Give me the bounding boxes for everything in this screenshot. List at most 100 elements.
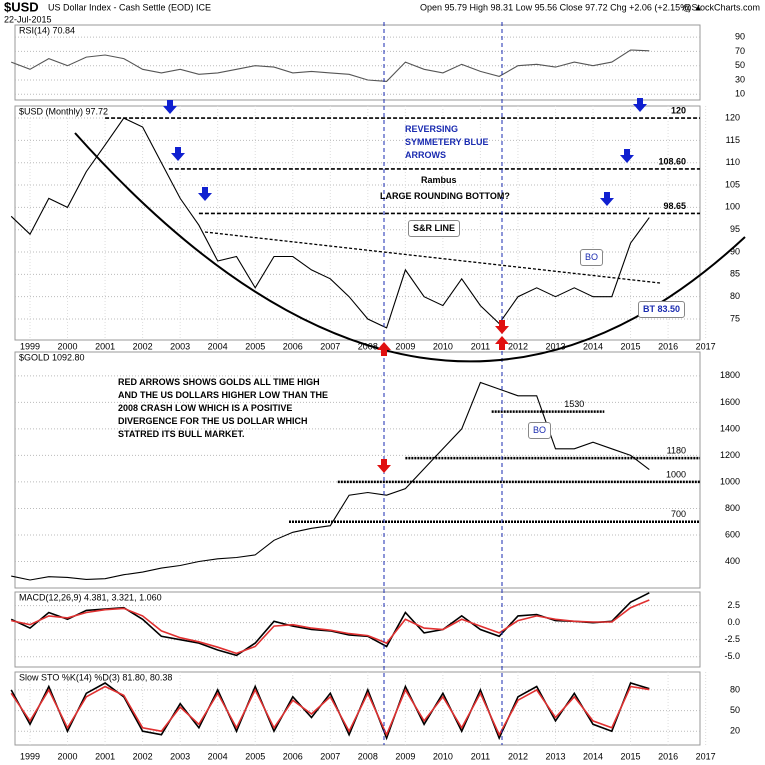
y-tick-label: 120 xyxy=(725,112,740,122)
y-tick-label: 95 xyxy=(730,224,740,234)
annotation: BO xyxy=(580,249,604,266)
y-tick-label: 90 xyxy=(735,32,745,42)
x-tick-label: 2009 xyxy=(395,751,415,761)
x-tick-label: 2006 xyxy=(283,341,303,351)
annotation: S&R LINE xyxy=(408,220,461,237)
y-tick-label: 2.5 xyxy=(727,600,740,610)
arrow xyxy=(198,187,212,201)
symbol: $USD xyxy=(4,0,39,14)
arrow xyxy=(163,100,177,114)
y-tick-label: 30 xyxy=(735,74,745,84)
x-tick-label: 2016 xyxy=(658,751,678,761)
source: @StockCharts.com xyxy=(682,2,760,12)
y-tick-label: 100 xyxy=(725,202,740,212)
panel-frame xyxy=(14,105,701,341)
x-tick-label: 2000 xyxy=(58,751,78,761)
x-tick-label: 2011 xyxy=(471,341,490,351)
y-tick-label: 50 xyxy=(730,705,740,715)
x-tick-label: 2008 xyxy=(358,341,378,351)
y-tick-label: 1600 xyxy=(720,397,740,407)
panel-frame xyxy=(14,671,701,746)
instrument-name: US Dollar Index - Cash Settle (EOD) ICE xyxy=(48,2,211,12)
level-label: 1530 xyxy=(564,399,584,409)
series-line xyxy=(11,599,650,655)
x-tick-label: 2002 xyxy=(133,751,153,761)
annotation: REVERSING SYMMETERY BLUE ARROWS xyxy=(405,124,489,160)
level-label: 1180 xyxy=(667,445,686,455)
y-tick-label: -2.5 xyxy=(724,634,740,644)
y-tick-label: 800 xyxy=(725,503,740,513)
series-line xyxy=(11,381,650,581)
level-label: 108.60 xyxy=(658,156,686,166)
annotation: BT 83.50 xyxy=(638,301,686,318)
panel-title: $USD (Monthly) 97.72 xyxy=(19,106,108,116)
arrow xyxy=(633,98,647,112)
y-tick-label: 105 xyxy=(725,179,740,189)
x-tick-label: 2010 xyxy=(433,341,453,351)
x-tick-label: 2015 xyxy=(621,341,641,351)
x-tick-label: 2014 xyxy=(583,751,603,761)
arrow xyxy=(377,459,391,473)
x-tick-label: 2003 xyxy=(170,751,190,761)
y-tick-label: 90 xyxy=(730,246,740,256)
x-tick-label: 2003 xyxy=(170,341,190,351)
x-tick-label: 2006 xyxy=(283,751,303,761)
level-label: 1000 xyxy=(666,469,686,479)
x-tick-label: 2005 xyxy=(245,751,265,761)
sr-line xyxy=(204,231,661,284)
x-tick-label: 2007 xyxy=(320,751,340,761)
x-tick-label: 2016 xyxy=(658,341,678,351)
y-tick-label: 1200 xyxy=(720,450,740,460)
y-tick-label: 1800 xyxy=(720,370,740,380)
annotation: Rambus xyxy=(421,175,457,185)
x-tick-label: 2004 xyxy=(208,341,228,351)
x-tick-label: 2008 xyxy=(358,751,378,761)
y-tick-label: 85 xyxy=(730,269,740,279)
series-line xyxy=(11,49,650,82)
x-tick-label: 2007 xyxy=(320,341,340,351)
annotation: RED ARROWS SHOWS GOLDS ALL TIME HIGH AND… xyxy=(118,377,328,439)
x-tick-label: 2001 xyxy=(95,751,115,761)
y-tick-label: 1400 xyxy=(720,423,740,433)
arrow xyxy=(620,149,634,163)
panel-title: RSI(14) 70.84 xyxy=(19,25,75,35)
x-tick-label: 2009 xyxy=(395,341,415,351)
arrow xyxy=(495,320,509,334)
panel-frame xyxy=(14,351,701,589)
x-tick-label: 2014 xyxy=(583,341,603,351)
y-tick-label: 600 xyxy=(725,529,740,539)
panel-title: MACD(12,26,9) 4.381, 3.321, 1.060 xyxy=(19,592,162,602)
x-tick-label: 2004 xyxy=(208,751,228,761)
quote: Open 95.79 High 98.31 Low 95.56 Close 97… xyxy=(420,2,703,12)
y-tick-label: 80 xyxy=(730,291,740,301)
x-tick-label: 2012 xyxy=(508,751,528,761)
panel-title: Slow STO %K(14) %D(3) 81.80, 80.38 xyxy=(19,672,172,682)
y-tick-label: 80 xyxy=(730,684,740,694)
y-tick-label: 110 xyxy=(726,157,740,167)
level-label: 120 xyxy=(671,105,686,115)
x-tick-label: 2011 xyxy=(471,751,490,761)
y-tick-label: 20 xyxy=(730,726,740,736)
y-tick-label: 115 xyxy=(726,135,740,145)
x-tick-label: 2017 xyxy=(696,751,716,761)
panel-frame xyxy=(14,24,701,101)
level-label: 98.65 xyxy=(663,201,686,211)
series-line xyxy=(10,685,650,737)
y-tick-label: 10 xyxy=(735,89,745,99)
arrow xyxy=(377,342,391,356)
x-tick-label: 2001 xyxy=(95,341,115,351)
y-tick-label: 75 xyxy=(730,313,740,323)
y-tick-label: 1000 xyxy=(720,476,740,486)
level-label: 700 xyxy=(671,509,686,519)
arrow xyxy=(495,336,509,350)
x-tick-label: 2012 xyxy=(508,341,528,351)
x-tick-label: 1999 xyxy=(20,341,40,351)
y-tick-label: 400 xyxy=(725,556,740,566)
annotation: BO xyxy=(528,422,552,439)
x-tick-label: 2010 xyxy=(433,751,453,761)
annotation: LARGE ROUNDING BOTTOM? xyxy=(380,191,510,201)
rounding-bottom-curve xyxy=(74,132,746,363)
x-tick-label: 2015 xyxy=(621,751,641,761)
date: 22-Jul-2015 xyxy=(4,14,52,24)
